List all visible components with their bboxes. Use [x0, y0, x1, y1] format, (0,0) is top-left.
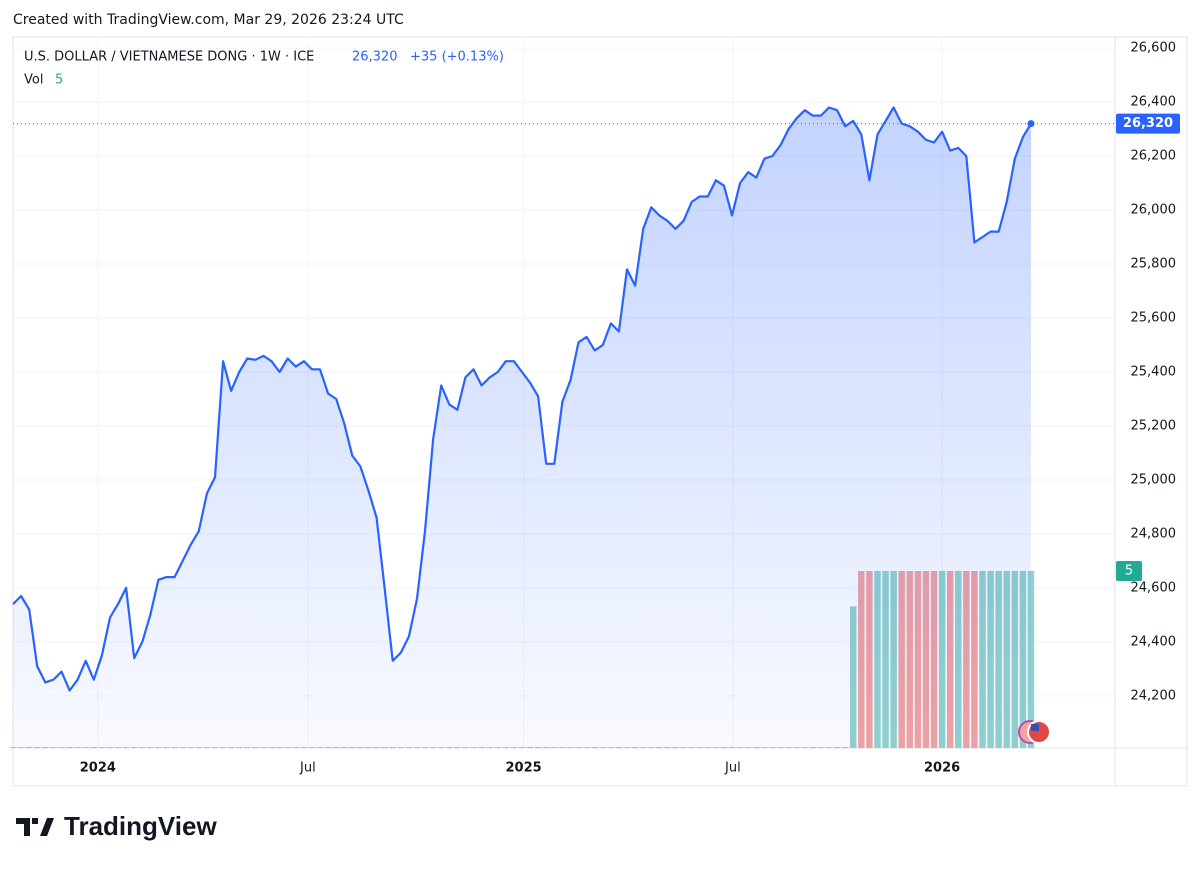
y-tick-label: 26,400	[1131, 95, 1177, 110]
volume-title: Vol	[24, 73, 43, 88]
y-tick-label: 26,000	[1131, 203, 1177, 218]
flag-canton	[1031, 724, 1039, 731]
last-price-tag-text: 26,320	[1123, 116, 1173, 131]
y-tick-label: 25,000	[1131, 472, 1177, 487]
credit: Created with TradingView.com, Mar 29, 20…	[13, 12, 404, 28]
x-tick-label: Jul	[299, 761, 316, 776]
price-area	[13, 107, 1031, 748]
y-tick-label: 26,600	[1131, 41, 1177, 56]
last-point	[1027, 120, 1035, 128]
price-line	[12, 106, 1032, 692]
x-tick-label: 2024	[80, 761, 116, 776]
plot	[9, 106, 1115, 748]
x-tick-label: Jul	[724, 761, 741, 776]
x-tick-label: 2026	[924, 761, 960, 776]
y-tick-label: 26,200	[1131, 149, 1177, 164]
legend-change: +35 (+0.13%)	[410, 50, 504, 65]
brand-logo: TradingView	[16, 811, 217, 841]
x-tick-label: 2025	[506, 761, 542, 776]
chart-title: U.S. DOLLAR / VIETNAMESE DONG · 1W · ICE	[24, 50, 314, 65]
y-tick-label: 25,400	[1131, 364, 1177, 379]
volume-tag-text: 5	[1125, 564, 1133, 579]
logo-mark	[16, 818, 54, 836]
last-price-tag	[1116, 113, 1180, 134]
volume-legend-value: 5	[55, 73, 63, 88]
y-tick-label: 25,800	[1131, 257, 1177, 272]
y-tick-label: 25,600	[1131, 310, 1177, 325]
chart-frame	[12, 36, 1188, 787]
volume-tag	[1116, 561, 1142, 581]
y-tick-label: 24,400	[1131, 634, 1177, 649]
brand-name: TradingView	[64, 811, 217, 841]
y-tick-label: 24,600	[1131, 580, 1177, 595]
legend-last: 26,320	[352, 50, 398, 65]
y-tick-label: 25,200	[1131, 418, 1177, 433]
y-tick-label: 24,200	[1131, 688, 1177, 703]
y-tick-label: 24,800	[1131, 526, 1177, 541]
